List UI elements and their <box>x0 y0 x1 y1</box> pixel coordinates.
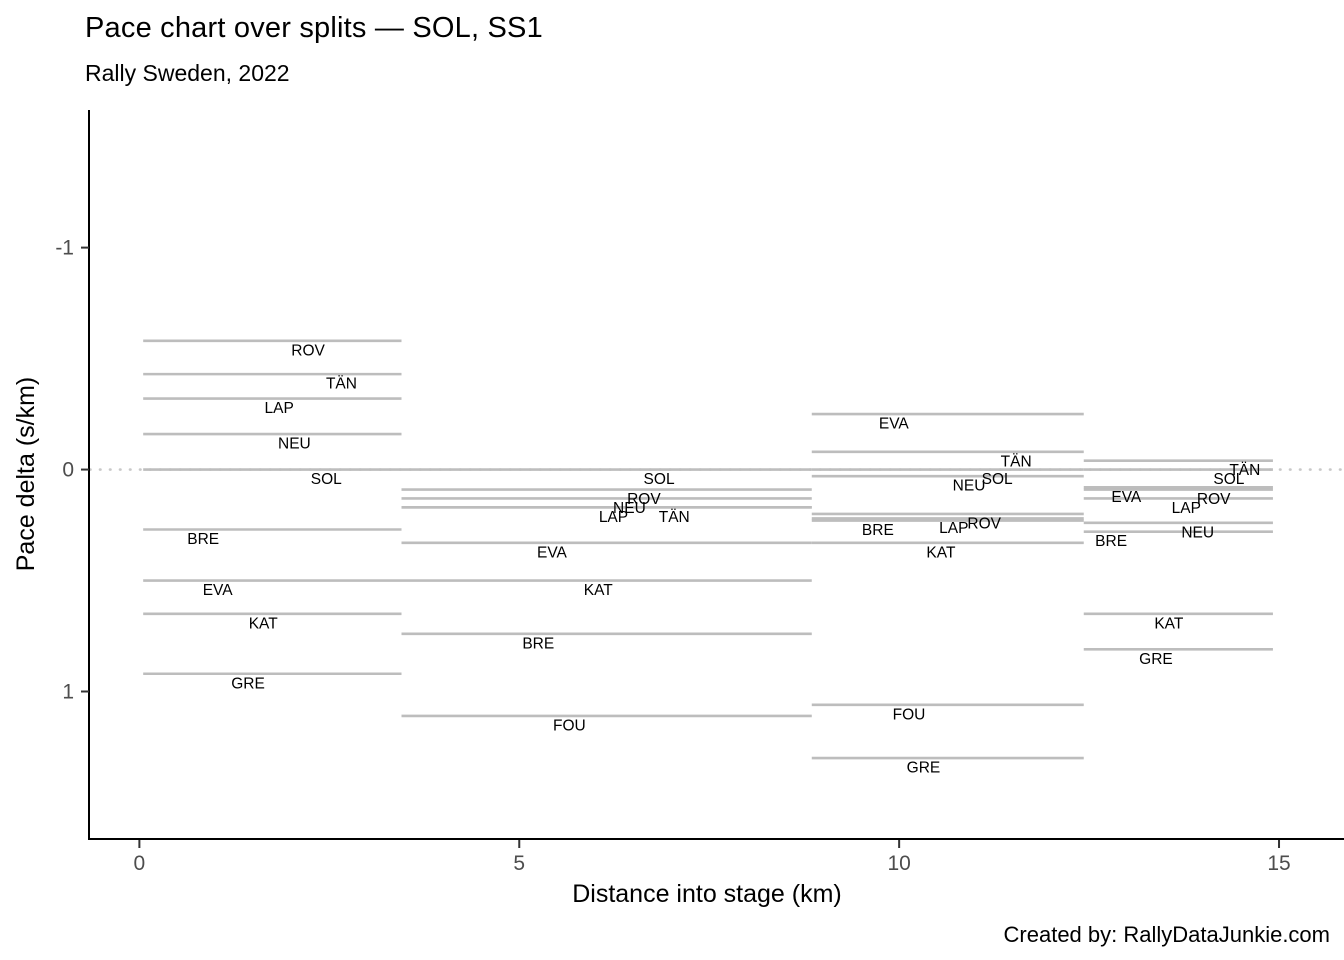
y-axis-title: Pace delta (s/km) <box>12 377 40 572</box>
driver-label: NEU <box>278 436 311 453</box>
driver-label: GRE <box>907 760 941 777</box>
driver-label: BRE <box>187 531 219 548</box>
y-tick-label: 1 <box>62 681 74 704</box>
driver-label: FOU <box>893 706 926 723</box>
driver-label: ROV <box>627 491 661 508</box>
driver-label: TÄN <box>659 509 690 526</box>
axis-layer: 0 5 10 15 -1 0 1 <box>55 110 1344 875</box>
driver-label: SOL <box>644 471 675 488</box>
driver-label: LAP <box>1172 500 1201 517</box>
driver-label: KAT <box>584 582 614 599</box>
driver-label-layer: ROVROVROVROVTÄNTÄNTÄNTÄNLAPLAPLAPLAPNEUN… <box>187 342 1260 776</box>
chart-subtitle: Rally Sweden, 2022 <box>85 60 290 86</box>
driver-label: GRE <box>231 675 265 692</box>
driver-label: GRE <box>1139 651 1173 668</box>
driver-label: SOL <box>1213 471 1244 488</box>
driver-label: KAT <box>926 544 956 561</box>
driver-label: EVA <box>879 416 910 433</box>
driver-label: KAT <box>249 615 279 632</box>
driver-label: ROV <box>1197 491 1231 508</box>
driver-label: BRE <box>522 635 554 652</box>
driver-label: LAP <box>265 400 294 417</box>
x-tick-label: 5 <box>513 852 525 875</box>
driver-label: NEU <box>613 500 646 517</box>
driver-label: SOL <box>982 471 1013 488</box>
driver-label: NEU <box>953 478 986 495</box>
driver-label: KAT <box>1154 615 1184 632</box>
driver-label: BRE <box>1095 533 1127 550</box>
pace-segment-layer <box>143 339 1273 760</box>
driver-label: LAP <box>599 509 628 526</box>
x-axis-title: Distance into stage (km) <box>572 880 842 908</box>
driver-label: BRE <box>862 522 894 539</box>
driver-label: TÄN <box>326 376 357 393</box>
driver-label: SOL <box>311 471 342 488</box>
driver-label: ROV <box>967 515 1001 532</box>
driver-label: ROV <box>291 342 325 359</box>
driver-label: NEU <box>1181 524 1214 541</box>
driver-label: TÄN <box>1229 462 1260 479</box>
driver-label: LAP <box>939 520 968 537</box>
x-tick-label: 15 <box>1267 852 1290 875</box>
driver-label: FOU <box>553 717 586 734</box>
driver-label: EVA <box>537 544 568 561</box>
driver-label: EVA <box>203 582 234 599</box>
y-tick-label: -1 <box>55 237 74 260</box>
y-tick-label: 0 <box>62 459 74 482</box>
driver-label: EVA <box>1111 489 1142 506</box>
chart-caption: Created by: RallyDataJunkie.com <box>1003 922 1330 947</box>
x-tick-label: 0 <box>134 852 146 875</box>
chart-title: Pace chart over splits — SOL, SS1 <box>85 12 543 44</box>
x-tick-label: 10 <box>887 852 910 875</box>
driver-label: TÄN <box>1001 453 1032 470</box>
